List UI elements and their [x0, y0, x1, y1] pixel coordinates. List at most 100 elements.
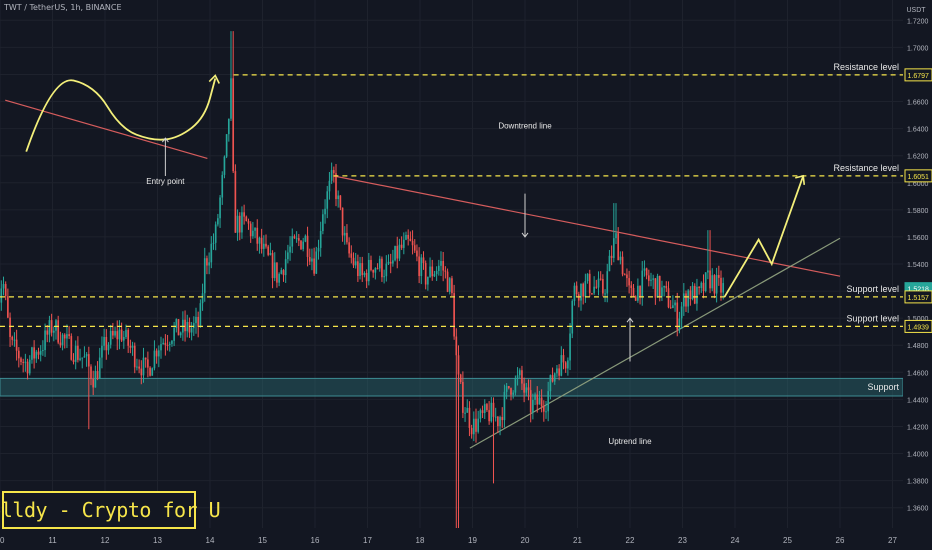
candle-body: [370, 259, 372, 270]
candle-body: [505, 385, 508, 392]
candle-body: [567, 360, 569, 369]
candle-body: [656, 275, 659, 298]
trendline: [333, 175, 841, 277]
candle-body: [479, 410, 482, 419]
candle-body: [304, 235, 307, 242]
y-tick-label: 1.5800: [907, 208, 929, 215]
candle-body: [284, 259, 287, 276]
candle-body: [79, 358, 81, 360]
watermark-text: Solldy - Crypto for U: [0, 498, 221, 522]
candle-body: [61, 334, 64, 346]
price-label-box: [904, 290, 932, 304]
y-tick-label: 1.5000: [907, 316, 929, 323]
y-tick-label: 1.4800: [907, 343, 929, 350]
candle-body: [685, 293, 687, 307]
candle-body: [619, 256, 622, 261]
candle-body: [173, 327, 175, 341]
candle-body: [155, 350, 158, 357]
candle-body: [52, 330, 55, 333]
candle-body: [444, 270, 447, 272]
candle-body: [330, 170, 333, 181]
candle-body: [120, 329, 123, 341]
candle-body: [118, 329, 121, 340]
candle-body: [481, 410, 484, 414]
candle-body: [553, 373, 556, 382]
candle-body: [643, 268, 646, 271]
price-label-box: [904, 68, 932, 82]
candle-body: [142, 357, 145, 376]
level-label: Support level: [846, 313, 899, 323]
candle-body: [359, 263, 361, 276]
candle-body: [212, 242, 215, 244]
candle-body: [203, 258, 206, 294]
candle-body: [166, 345, 169, 347]
x-tick-label: 15: [258, 536, 267, 545]
candle-body: [374, 268, 377, 273]
candle-body: [164, 342, 167, 346]
x-tick-label: 13: [153, 536, 162, 545]
candle-body: [337, 195, 340, 199]
candle-body: [702, 282, 705, 292]
candle-body: [217, 218, 219, 225]
candle-body: [547, 391, 550, 412]
x-tick-label: 23: [678, 536, 687, 545]
candle-body: [87, 354, 90, 367]
candle-body: [7, 296, 9, 318]
candle-body: [400, 244, 403, 248]
candle-body: [177, 319, 180, 336]
candle-body: [46, 330, 49, 335]
candle-body: [527, 387, 530, 391]
candle-body: [711, 275, 714, 289]
candle-body: [687, 290, 690, 307]
candle-body: [700, 282, 703, 289]
candle-body: [262, 243, 265, 249]
candle-body: [245, 216, 248, 222]
candle-body: [326, 191, 329, 209]
x-tick-label: 18: [416, 536, 425, 545]
level-label: Resistance level: [833, 163, 899, 173]
candle-body: [210, 243, 213, 263]
candle-body: [389, 261, 392, 264]
candle-body: [208, 262, 210, 266]
candle-body: [709, 270, 711, 289]
time-axis-bg: [0, 528, 932, 550]
candle-body: [48, 320, 51, 335]
candle-body: [162, 342, 165, 345]
candle-body: [192, 323, 195, 329]
candle-body: [317, 247, 320, 252]
candle-body: [534, 394, 536, 400]
trendline: [5, 99, 208, 159]
candle-body: [665, 285, 668, 289]
candle-body: [693, 285, 696, 304]
candle-body: [57, 320, 60, 343]
candle-body: [501, 417, 504, 421]
candle-body: [249, 223, 252, 237]
candle-body: [556, 368, 558, 374]
candle-body: [184, 319, 186, 332]
candle-body: [59, 342, 62, 346]
candle-body: [468, 407, 471, 428]
candle-body: [549, 375, 552, 392]
price-label-box: [904, 169, 932, 183]
candle-body: [33, 347, 35, 359]
candle-body: [280, 270, 283, 274]
candle-body: [179, 332, 182, 336]
candle-body: [689, 290, 692, 300]
candle-body: [510, 388, 512, 395]
candle-body: [365, 272, 368, 282]
candle-body: [564, 362, 567, 369]
candle-body: [551, 375, 554, 382]
candle-body: [4, 284, 7, 297]
candle-body: [407, 234, 410, 239]
candle-body: [654, 278, 657, 298]
candle-body: [562, 355, 565, 363]
candle-body: [17, 350, 20, 359]
x-tick-label: 20: [521, 536, 530, 545]
candle-body: [92, 379, 95, 388]
y-tick-label: 1.6000: [907, 181, 929, 188]
candle-body: [713, 275, 716, 294]
candle-body: [265, 243, 267, 247]
candle-body: [276, 262, 278, 283]
